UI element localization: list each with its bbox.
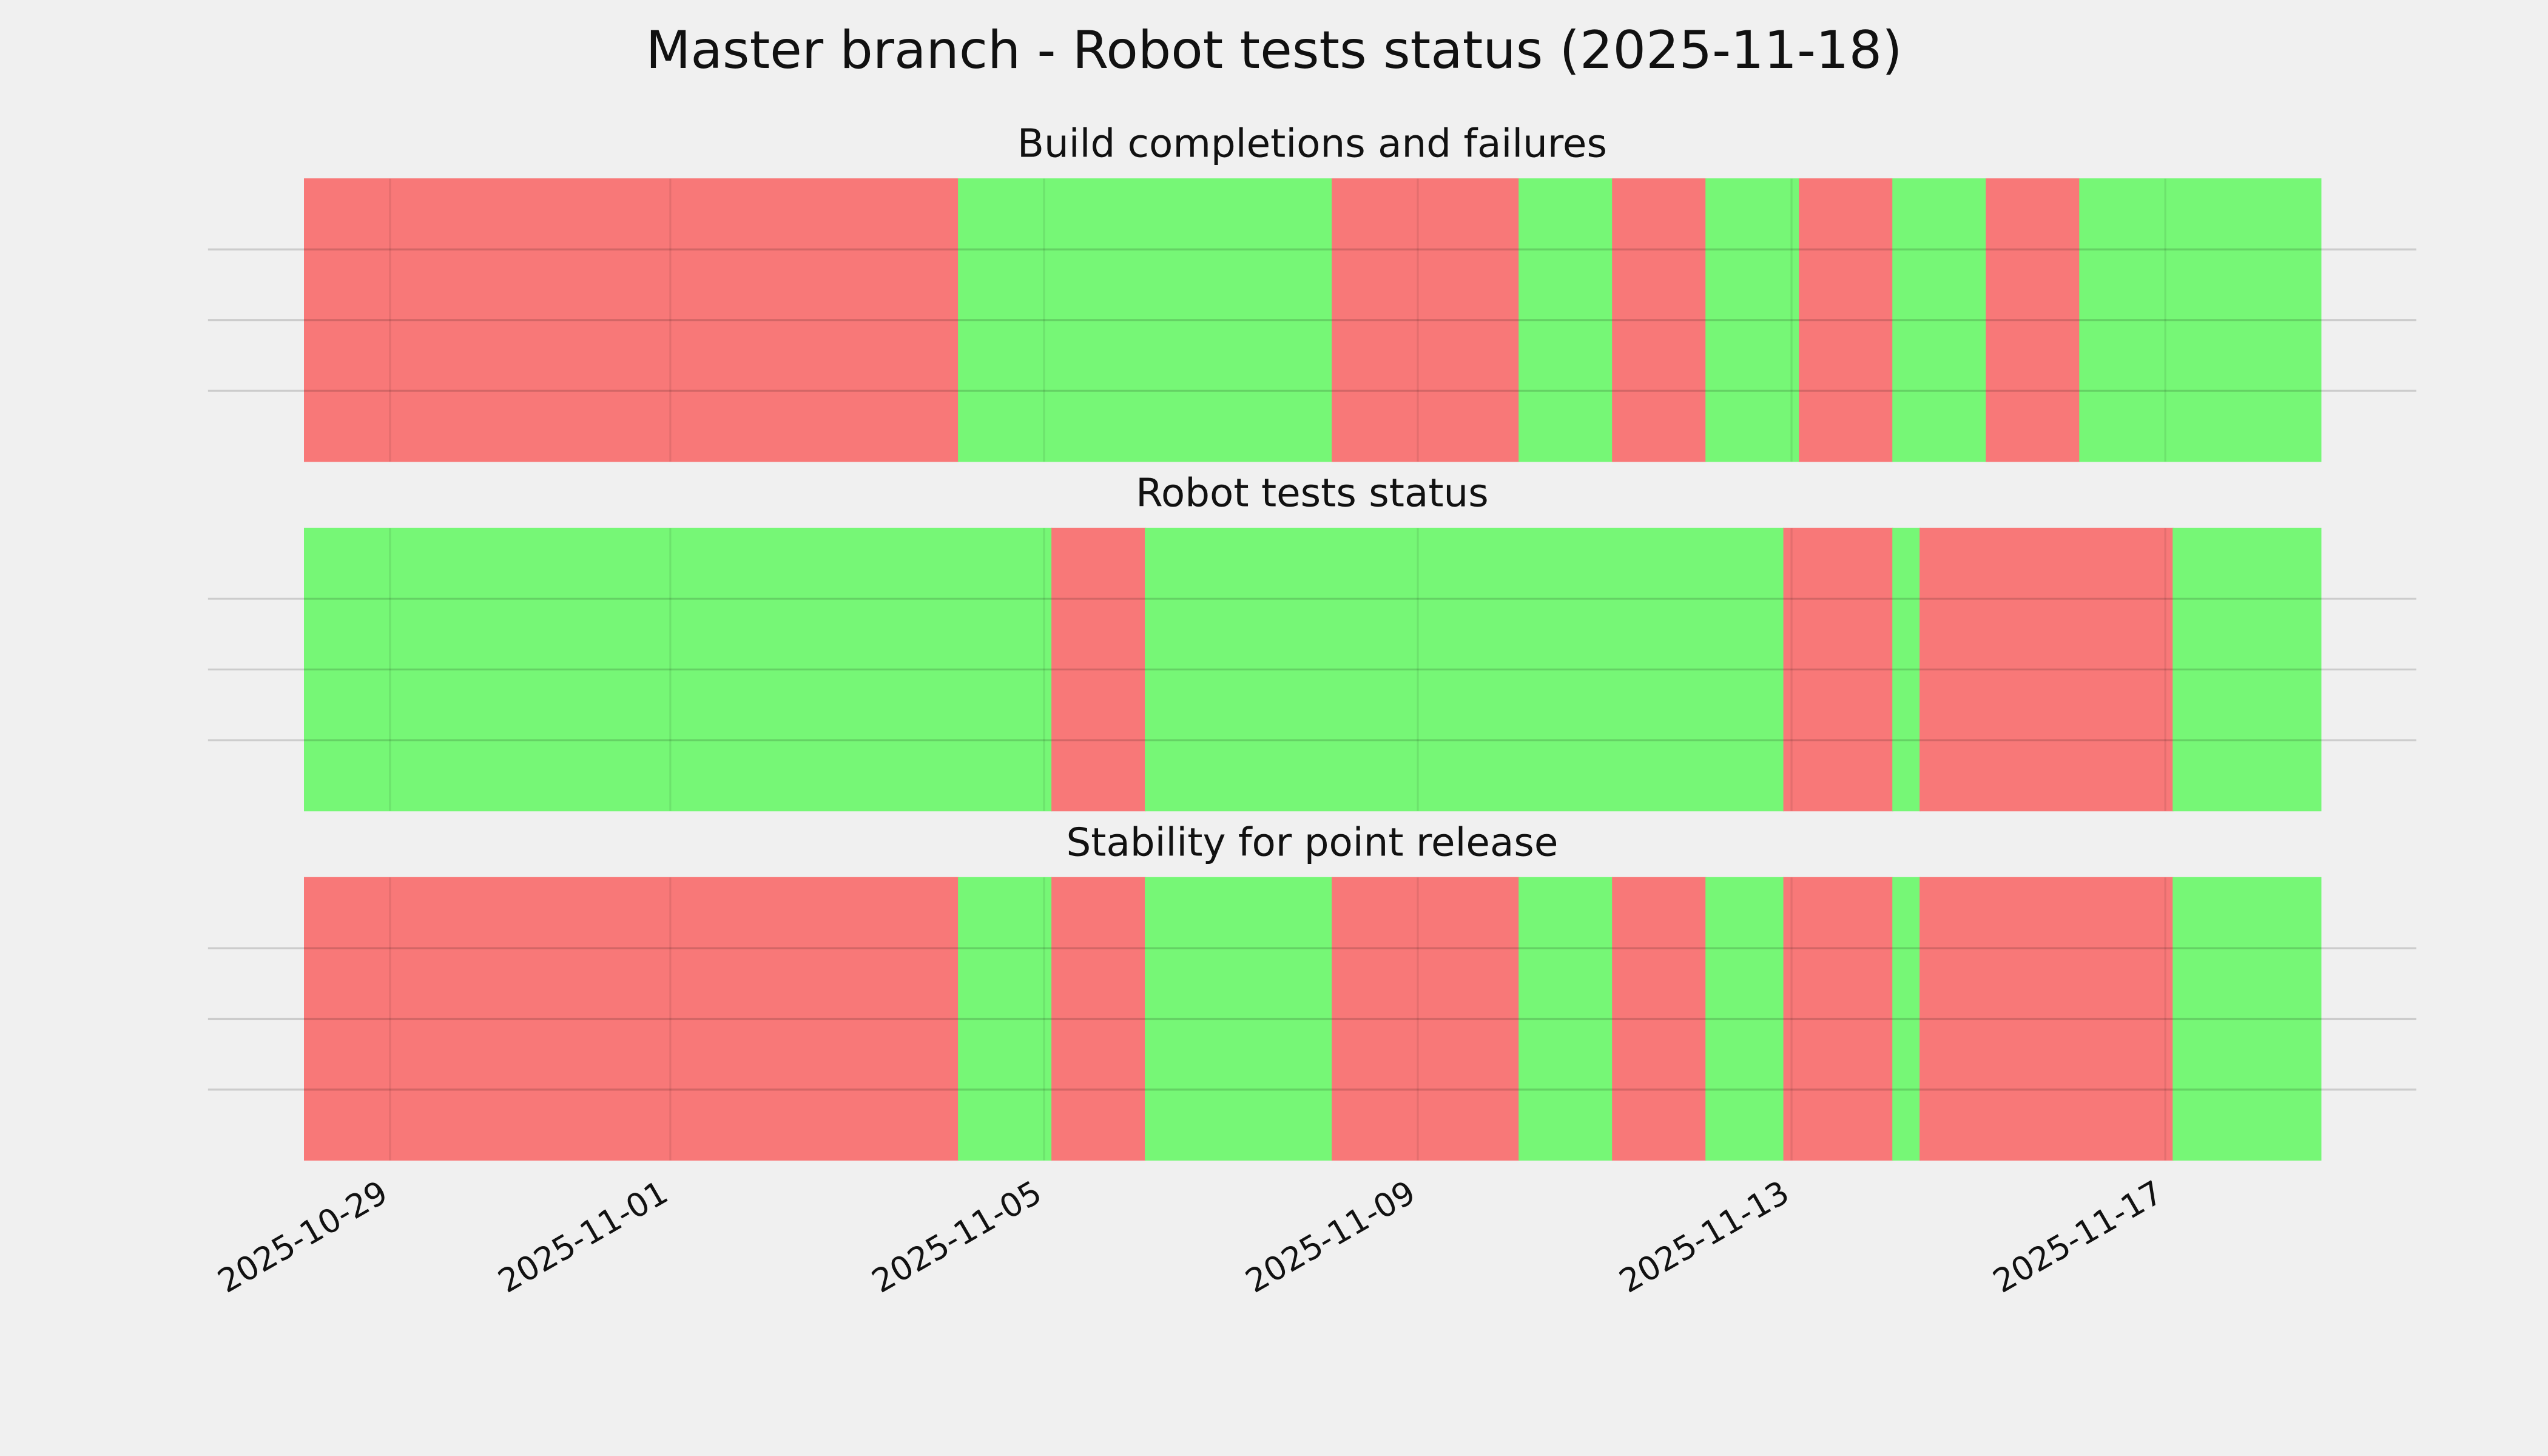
status-span [1332, 877, 1520, 1161]
status-span [304, 877, 959, 1161]
panel-title: Build completions and failures [1017, 121, 1607, 167]
status-span [958, 178, 1333, 462]
status-span [1051, 877, 1146, 1161]
status-span [1705, 877, 1784, 1161]
status-span [1332, 178, 1520, 462]
panel-title: Stability for point release [1067, 820, 1559, 865]
status-span [2079, 178, 2322, 462]
status-span [1986, 178, 2080, 462]
status-span [1145, 527, 1784, 812]
chart-title: Master branch - Robot tests status (2025… [645, 20, 1902, 81]
status-span [1612, 178, 1707, 462]
panel-title: Robot tests status [1136, 471, 1489, 516]
status-span [2172, 877, 2322, 1161]
status-span [1892, 527, 1921, 812]
status-span [1783, 877, 1893, 1161]
status-span [1051, 527, 1146, 812]
status-span [1919, 877, 2174, 1161]
status-span [1783, 527, 1893, 812]
status-span [1518, 178, 1613, 462]
status-span [1518, 877, 1613, 1161]
status-span [1612, 877, 1707, 1161]
status-span [1892, 178, 1987, 462]
status-span [1892, 877, 1921, 1161]
status-span [2172, 527, 2322, 812]
status-span [1919, 527, 2174, 812]
status-span [1145, 877, 1333, 1161]
status-span [304, 178, 959, 462]
status-span [1705, 178, 1800, 462]
status-span [304, 527, 1053, 812]
status-span [1799, 178, 1893, 462]
status-span [958, 877, 1053, 1161]
